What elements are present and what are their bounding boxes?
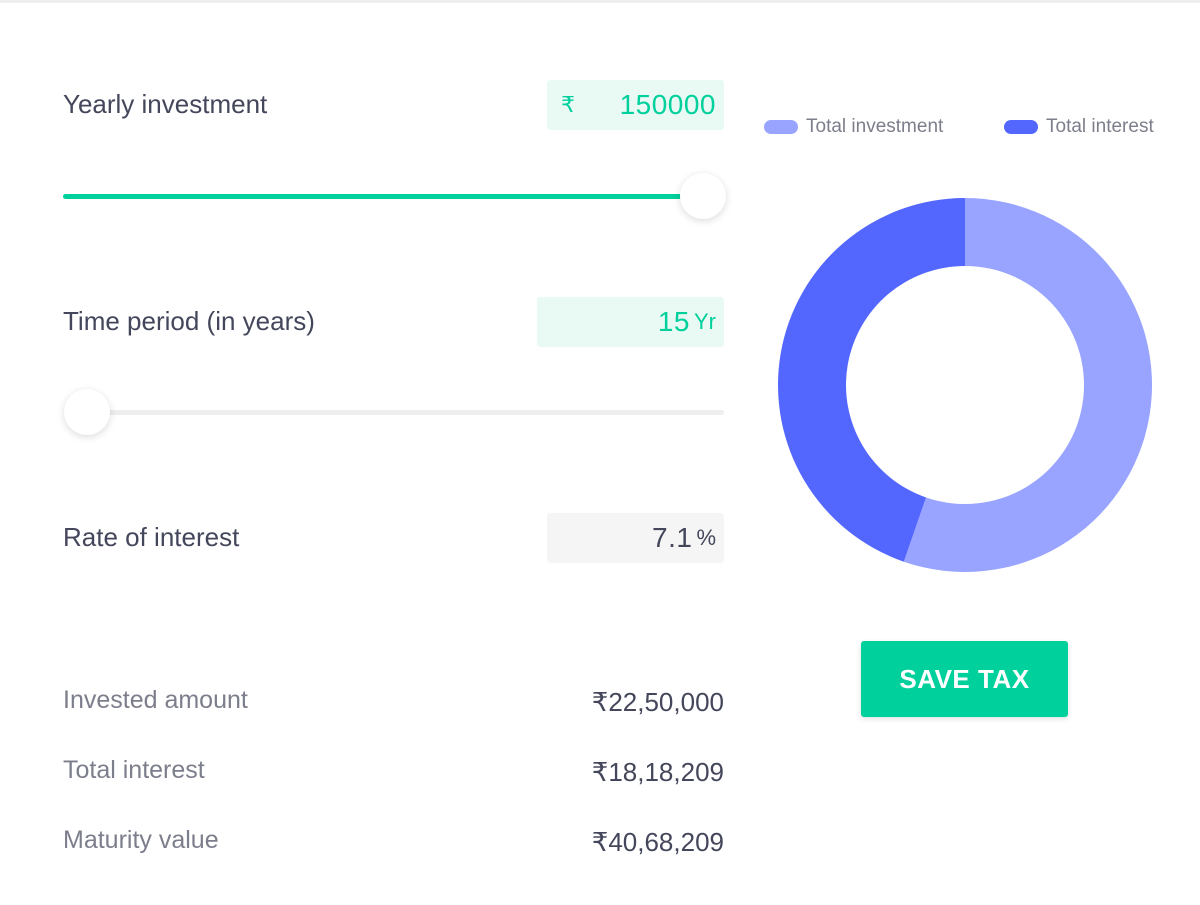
rate-of-interest-input[interactable]: 7.1 %: [547, 513, 724, 563]
time-period-value: 15: [657, 306, 690, 337]
rate-of-interest-value: 7.1: [652, 522, 693, 553]
total-interest-value: ₹18,18,209: [591, 757, 724, 787]
legend-label-investment: Total investment: [806, 116, 944, 137]
yearly-investment-value: 150000: [619, 89, 716, 120]
maturity-value-label: Maturity value: [63, 826, 219, 854]
legend-total-interest: Total interest: [1004, 116, 1154, 138]
time-period-slider-thumb[interactable]: [64, 389, 110, 435]
invested-amount-label: Invested amount: [63, 686, 248, 714]
invested-amount-value: ₹22,50,000: [591, 687, 724, 717]
rupee-prefix: ₹: [561, 92, 575, 117]
legend-label-interest: Total interest: [1046, 116, 1154, 137]
top-divider: [0, 0, 1200, 3]
save-tax-button[interactable]: SAVE TAX: [861, 641, 1068, 717]
years-suffix: Yr: [694, 309, 716, 334]
yearly-investment-slider-thumb[interactable]: [680, 173, 726, 219]
maturity-value-value: ₹40,68,209: [591, 827, 724, 857]
legend-swatch-investment: [764, 120, 798, 134]
yearly-investment-label: Yearly investment: [63, 89, 268, 119]
time-period-input[interactable]: 15 Yr: [537, 297, 724, 347]
donut-slice-total-investment: [903, 198, 1152, 572]
time-period-slider[interactable]: [64, 389, 724, 435]
investment-donut-chart: [778, 198, 1152, 572]
donut-slice-total-interest: [778, 198, 965, 562]
yearly-investment-input[interactable]: ₹ 150000: [547, 80, 724, 130]
time-period-label: Time period (in years): [63, 306, 315, 336]
yearly-investment-slider[interactable]: [63, 173, 726, 219]
yearly-investment-slider-fill: [63, 194, 703, 199]
legend-total-investment: Total investment: [764, 116, 943, 138]
rate-of-interest-label: Rate of interest: [63, 522, 240, 552]
percent-suffix: %: [696, 525, 716, 550]
legend-swatch-interest: [1004, 120, 1038, 134]
total-interest-label: Total interest: [63, 756, 205, 784]
